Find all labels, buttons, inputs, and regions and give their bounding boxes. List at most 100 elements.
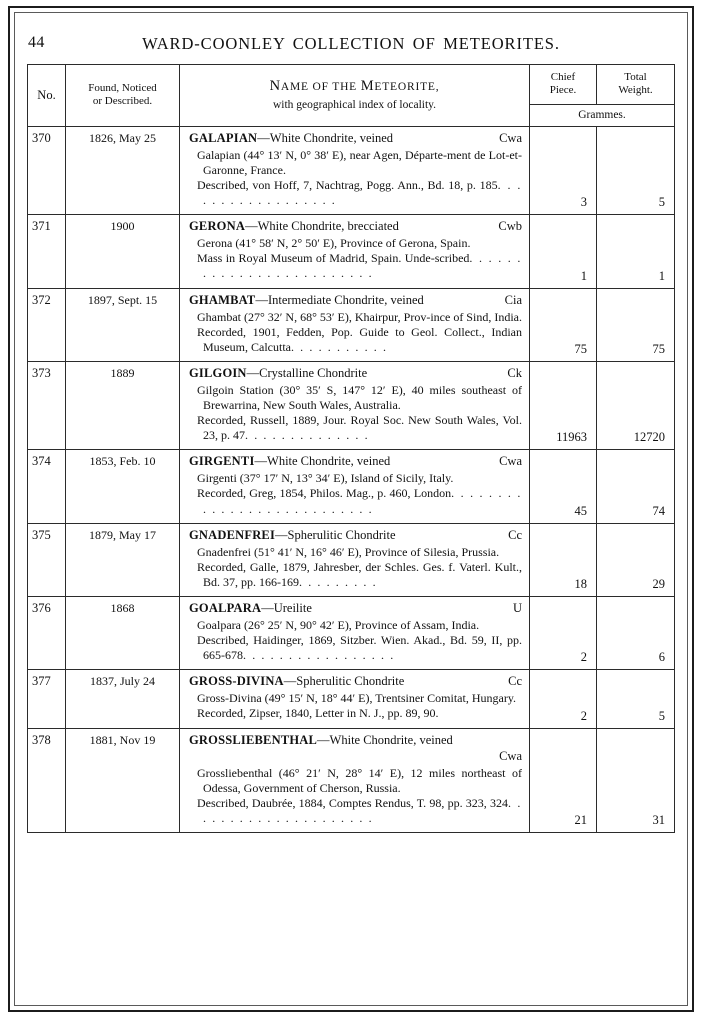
chief-piece-value: 11963: [556, 430, 587, 445]
entry-locality: Ghambat (27° 32′ N, 68° 53′ E), Khairpur…: [197, 309, 522, 324]
cell-total-weight: 31: [596, 727, 675, 834]
table-row: 376 1868 U GOALPARA—Ureilite Goalpara (26° 2…: [27, 596, 675, 671]
table-row: 375 1879, May 17 Cc GNADENFREI—Spherulitic …: [27, 522, 675, 598]
entry-reference-text: Described, Daubrée, 1884, Comptes Rendus…: [197, 795, 508, 810]
meteorite-classification-text: —White Chondrite, veined: [254, 454, 391, 469]
col-header-no: No.: [27, 64, 66, 127]
cell-found-date: 1868: [65, 596, 180, 671]
cell-chief-piece-weight: 45: [529, 449, 597, 524]
meteorite-classification-text: —Ureilite: [261, 601, 312, 616]
cell-chief-piece-weight: 18: [529, 522, 597, 598]
page-number: 44: [28, 34, 45, 51]
entry-heading: Cwa GIRGENTI—White Chondrite, veined: [187, 453, 522, 469]
cell-found-date: 1897, Sept. 15: [65, 287, 180, 362]
classification-code: U: [512, 601, 522, 616]
cell-found-date: 1853, Feb. 10: [65, 449, 180, 524]
classification-code: Cwa: [499, 454, 522, 469]
entry-reference: Described, von Hoff, 7, Nachtrag, Pogg. …: [187, 178, 522, 208]
chief-piece-value: 75: [574, 341, 588, 356]
col-header-chief-line2: Piece.: [549, 84, 577, 97]
col-header-found: Found, Noticed or Described.: [65, 64, 180, 127]
cell-found-date: 1826, May 25: [65, 125, 180, 216]
col-header-total-weight: Total Weight.: [596, 64, 675, 105]
chief-piece-value: 18: [574, 577, 588, 592]
cell-catalog-number: 373: [27, 360, 66, 451]
scan-page-frame: 44 WARD-COONLEY COLLECTION OF METEORITES…: [8, 6, 694, 1012]
meteorite-classification-text: —Spherulitic Chondrite: [283, 674, 405, 689]
cell-catalog-number: 376: [27, 596, 66, 671]
chief-piece-value: 1: [580, 268, 587, 283]
cell-meteorite-entry: Cwb GERONA—White Chondrite, brecciated Ger…: [179, 214, 530, 289]
cell-meteorite-entry: Cia GHAMBAT—Intermediate Chondrite, veine…: [179, 287, 530, 362]
entry-reference: Recorded, Greg, 1854, Philos. Mag., p. 4…: [187, 486, 522, 516]
col-header-found-line2: or Described.: [92, 95, 153, 108]
dot-leader: . . . . . . . . .: [299, 574, 378, 589]
cell-catalog-number: 375: [27, 522, 66, 598]
cell-found-date: 1900: [65, 214, 180, 289]
entry-heading: GROSSLIEBENTHAL—White Chondrite, veined C…: [187, 732, 522, 764]
meteorite-classification-text: —White Chondrite, veined: [257, 130, 394, 145]
entry-reference-text: Recorded, 1901, Fedden, Pop. Guide to Ge…: [197, 324, 522, 354]
entry-reference: Recorded, Russell, 1889, Jour. Royal Soc…: [187, 413, 522, 443]
meteorite-name: GNADENFREI: [189, 527, 276, 542]
col-header-name: NAME OF THE METEORITE, with geographical…: [179, 64, 530, 127]
cell-chief-piece-weight: 3: [529, 125, 597, 216]
running-head: 44 WARD-COONLEY COLLECTION OF METEORITES…: [10, 34, 692, 58]
col-header-units: Grammes.: [529, 103, 675, 127]
meteorite-name: GERONA: [189, 219, 246, 234]
cell-total-weight: 5: [596, 669, 675, 729]
table-row: 372 1897, Sept. 15 Cia GHAMBAT—Intermediate…: [27, 287, 675, 362]
entry-locality: Girgenti (37° 17′ N, 13° 34′ E), Island …: [197, 471, 454, 486]
cell-meteorite-entry: GROSSLIEBENTHAL—White Chondrite, veined C…: [179, 727, 530, 834]
entry-reference-text: Mass in Royal Museum of Madrid, Spain. U…: [197, 251, 470, 266]
meteorite-classification-text: —White Chondrite, brecciated: [245, 219, 399, 234]
col-header-total-line2: Weight.: [618, 84, 653, 97]
meteorite-classification-text: —Crystalline Chondrite: [246, 365, 368, 380]
entry-reference: Recorded, 1901, Fedden, Pop. Guide to Ge…: [187, 325, 522, 355]
cell-total-weight: 5: [596, 125, 675, 216]
dot-leader: . . . . . . . . . . . . . .: [245, 428, 370, 443]
meteorite-name: GOALPARA: [189, 601, 262, 616]
col-header-name-line2: with geographical index of locality.: [272, 99, 437, 112]
classification-code: Cc: [508, 674, 522, 689]
meteorite-name: GILGOIN: [189, 365, 247, 380]
classification-code: Cwa: [499, 130, 522, 145]
chief-piece-value: 2: [580, 708, 587, 723]
meteorite-catalog-table: No. Found, Noticed or Described. NAME OF…: [27, 64, 675, 834]
table-row: 373 1889 Ck GILGOIN—Crystalline Chondrite Gi…: [27, 360, 675, 451]
cell-catalog-number: 377: [27, 669, 66, 729]
col-header-chief-line1: Chief: [550, 71, 576, 83]
cell-total-weight: 74: [596, 449, 675, 524]
classification-code-line: Cwa: [189, 748, 522, 764]
classification-code: Cwb: [498, 219, 522, 234]
entry-locality: Gerona (41° 58′ N, 2° 50′ E), Province o…: [197, 236, 471, 251]
cell-found-date: 1879, May 17: [65, 522, 180, 598]
entry-reference: Described, Haidinger, 1869, Sitzber. Wie…: [187, 633, 522, 663]
entry-heading: U GOALPARA—Ureilite: [187, 600, 522, 616]
cell-total-weight: 1: [596, 214, 675, 289]
cell-total-weight: 29: [596, 522, 675, 598]
entry-reference-text: Recorded, Russell, 1889, Jour. Royal Soc…: [197, 413, 522, 443]
entry-reference: Recorded, Galle, 1879, Jahresber, der Sc…: [187, 560, 522, 590]
dot-leader: . . . . . . . . . . . . . . . . . . . . …: [203, 795, 522, 825]
table-row: 377 1837, July 24 Cc GROSS-DIVINA—Spherulit…: [27, 669, 675, 729]
entry-heading: Cwa GALAPIAN—White Chondrite, veined: [187, 130, 522, 146]
entry-heading: Cwb GERONA—White Chondrite, brecciated: [187, 218, 522, 234]
cell-chief-piece-weight: 11963: [529, 360, 597, 451]
entry-locality: Gross-Divina (49° 15′ N, 18° 44′ E), Tre…: [197, 691, 517, 706]
entry-locality: Grossliebenthal (46° 21′ N, 28° 14′ E), …: [197, 765, 522, 795]
chief-piece-value: 2: [580, 650, 587, 665]
col-header-name-line1: NAME OF THE METEORITE,: [269, 77, 440, 94]
meteorite-name: GALAPIAN: [189, 130, 258, 145]
total-weight-value: 75: [652, 341, 666, 356]
entry-heading: Ck GILGOIN—Crystalline Chondrite: [187, 365, 522, 381]
dot-leader: . . . . . . . . . . . . . . . . . . . . …: [203, 251, 522, 281]
meteorite-classification-text: —Spherulitic Chondrite: [275, 527, 396, 542]
entry-reference-text: Described, Haidinger, 1869, Sitzber. Wie…: [197, 633, 522, 663]
entry-locality: Gnadenfrei (51° 41′ N, 16° 46′ E), Provi…: [197, 544, 500, 559]
table-row: 378 1881, Nov 19 GROSSLIEBENTHAL—White Cho…: [27, 727, 675, 834]
cell-meteorite-entry: U GOALPARA—Ureilite Goalpara (26° 25′ N, 9…: [179, 596, 530, 671]
classification-code: Cia: [504, 292, 522, 307]
entry-reference-text: Described, von Hoff, 7, Nachtrag, Pogg. …: [197, 178, 498, 193]
entry-reference: Mass in Royal Museum of Madrid, Spain. U…: [187, 251, 522, 281]
